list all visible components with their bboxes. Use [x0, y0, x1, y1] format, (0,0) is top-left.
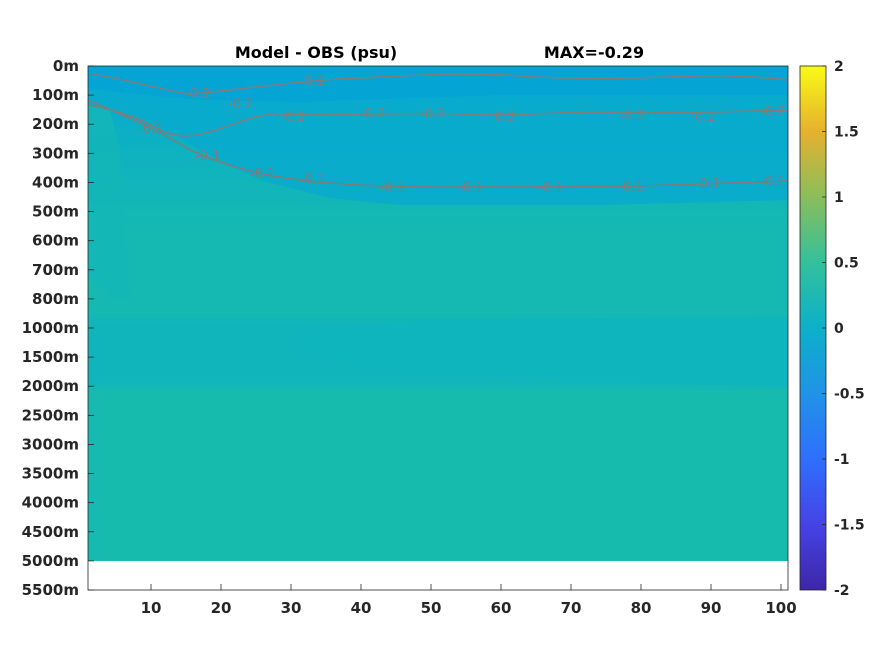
left-slope [88, 105, 130, 300]
colorbar-tick-label: 2 [834, 59, 844, 75]
contour-label: -0.2 [490, 110, 515, 125]
contour-line-neg-0.1 [88, 99, 788, 188]
colorbar-tick-label: 1 [834, 190, 844, 206]
y-tick-label: 2500m [22, 406, 79, 424]
contour-label: -0.1 [695, 177, 720, 192]
contour-label: -0.2 [760, 105, 785, 120]
x-tick-label: 70 [561, 599, 582, 617]
contour-label: -0.1 [138, 122, 163, 137]
y-tick-label: 4500m [22, 523, 79, 541]
y-tick-label: 2000m [22, 377, 79, 395]
colorbar-tick-label: -1.5 [834, 518, 865, 534]
y-tick-label: 800m [32, 290, 79, 308]
colorbar-tick-label: -2 [834, 583, 850, 599]
contour-label: -0.2 [185, 87, 210, 102]
contour-label: -0.2 [620, 109, 645, 124]
contour-line-surface [91, 73, 788, 95]
y-tick-label: 200m [32, 115, 79, 133]
plot-area [88, 66, 788, 561]
contour-label: -0.1 [195, 149, 220, 164]
contour-label: -0.1 [760, 175, 785, 190]
y-tick-label: 1000m [22, 319, 79, 337]
contour-label: -0.2 [300, 74, 325, 89]
mid-depth-band [300, 317, 788, 387]
colorbar [799, 65, 827, 591]
contour-label: -0.2 [228, 97, 253, 112]
max-label: MAX=-0.29 [544, 43, 644, 62]
contour-label: -0.2 [690, 110, 715, 125]
x-tick-label: 50 [421, 599, 442, 617]
x-tick-label: 20 [211, 599, 232, 617]
contour-label: -0.1 [300, 172, 325, 187]
x-tick-label: 60 [491, 599, 512, 617]
y-tick-label: 0m [53, 57, 79, 75]
chart-title: Model - OBS (psu) [235, 43, 397, 62]
colorbar-tick-label: 0.5 [834, 256, 859, 272]
contour-label: -0.2 [420, 107, 445, 122]
contour-label: -0.1 [458, 181, 483, 196]
y-tick-label: 100m [32, 86, 79, 104]
y-tick-label: 600m [32, 232, 79, 250]
y-tick-label: 3000m [22, 435, 79, 453]
x-tick-label: 30 [281, 599, 302, 617]
y-tick-label: 400m [32, 173, 79, 191]
x-tick-label: 90 [701, 599, 722, 617]
x-axis: 10 20 30 40 50 60 70 80 90 100 [141, 584, 797, 617]
colorbar-tick-label: 0 [834, 321, 844, 337]
y-tick-label: 4000m [22, 494, 79, 512]
contour-label: -0.1 [250, 167, 275, 182]
colorbar-tick-label: -0.5 [834, 387, 865, 403]
x-tick-label: 80 [631, 599, 652, 617]
y-axis: 0m 100m 200m 300m 400m 500m 600m 700m 800m 1000m 1… [22, 57, 94, 599]
x-tick-label: 100 [765, 599, 796, 617]
y-tick-label: 1500m [22, 348, 79, 366]
y-tick-label: 3500m [22, 465, 79, 483]
colorbar-tick-label: -1 [834, 452, 850, 468]
near-surface-band [88, 66, 788, 102]
y-tick-label: 700m [32, 261, 79, 279]
x-tick-label: 40 [351, 599, 372, 617]
contour-label: -0.2 [280, 110, 305, 125]
contour-label: -0.1 [538, 181, 563, 196]
contour-line-neg-0.2 [88, 104, 788, 137]
no-data-region [88, 561, 788, 590]
y-tick-label: 300m [32, 144, 79, 162]
contour-label: -0.1 [618, 180, 643, 195]
y-tick-label: 500m [32, 203, 79, 221]
x-tick-label: 10 [141, 599, 162, 617]
colorbar-ticks: 2 1.5 1 0.5 0 -0.5 -1 -1.5 -2 [822, 59, 865, 599]
contour-label: -0.1 [380, 181, 405, 196]
y-tick-label: 5500m [22, 581, 79, 599]
contour-lines [88, 73, 788, 188]
colorbar-tick-label: 1.5 [834, 125, 859, 141]
transition-zone [130, 225, 788, 300]
contour-labels: -0.2 -0.2 -0.2 -0.2 -0.2 -0.2 -0.2 -0.2 … [138, 74, 785, 196]
y-tick-label: 5000m [22, 552, 79, 570]
bottom-slope-band [88, 395, 103, 560]
contour-label: -0.2 [360, 107, 385, 122]
